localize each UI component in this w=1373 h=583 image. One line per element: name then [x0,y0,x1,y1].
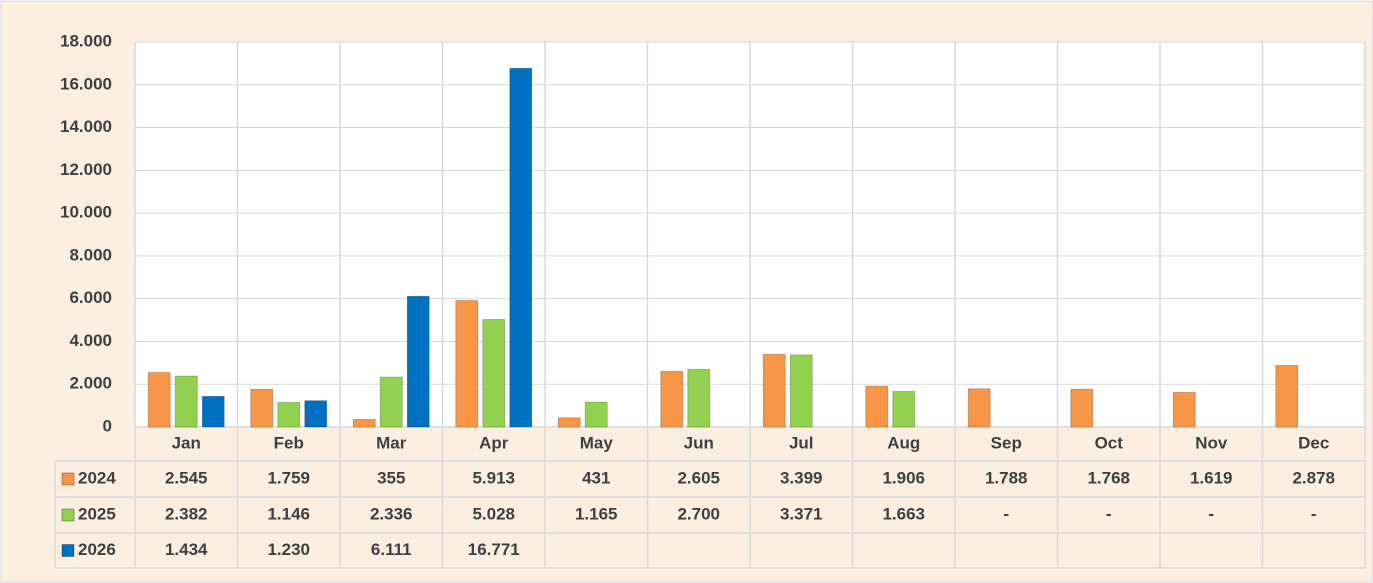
y-tick-label: 0 [103,416,112,435]
x-tick-label: Feb [274,433,304,452]
table-value: 1.146 [267,504,310,523]
x-tick-label: May [580,433,614,452]
bar [147,372,171,428]
table-value: - [1106,504,1112,523]
x-tick-label: Apr [479,433,509,452]
bar [352,419,376,428]
bar [892,391,916,428]
y-tick-label: 8.000 [69,245,112,264]
table-value: 1.165 [575,504,618,523]
table-value: 3.371 [780,504,823,523]
x-tick-label: Dec [1298,433,1329,452]
bar [455,300,479,428]
bar [1172,391,1196,428]
table-value: 1.768 [1087,468,1130,487]
bar [584,401,608,428]
legend-label: 2024 [78,468,116,487]
table-value: 1.906 [882,468,925,487]
bar [201,395,225,428]
x-tick-label: Jan [172,433,201,452]
bar [482,319,506,428]
table-value: 1.230 [267,540,310,559]
x-tick-label: Sep [991,433,1022,452]
bar [304,400,328,428]
x-tick-label: Aug [887,433,920,452]
bar [557,417,581,428]
table-value: 2.700 [677,504,720,523]
table-value: - [1208,504,1214,523]
table-value: 355 [377,468,405,487]
bar [379,376,403,428]
table-value: 2.545 [165,468,208,487]
y-tick-label: 2.000 [69,374,112,393]
table-value: 1.663 [882,504,925,523]
x-tick-label: Oct [1095,433,1124,452]
y-tick-label: 14.000 [60,117,112,136]
bar [687,368,711,428]
table-value: 1.619 [1190,468,1233,487]
y-tick-label: 4.000 [69,331,112,350]
bar [865,385,889,428]
x-tick-label: Mar [376,433,407,452]
table-value: 2.336 [370,504,413,523]
y-tick-label: 10.000 [60,203,112,222]
bar [660,370,684,428]
table-value: 1.788 [985,468,1028,487]
bar [762,353,786,428]
legend-marker [61,508,75,522]
x-tick-label: Nov [1195,433,1228,452]
legend-label: 2026 [78,540,116,559]
bar [277,402,301,428]
table-value: - [1311,504,1317,523]
table-value: 5.028 [472,504,515,523]
y-tick-label: 18.000 [60,31,112,50]
bar [1070,388,1094,428]
bar [509,67,533,428]
table-value: 2.878 [1292,468,1335,487]
bar [174,375,198,428]
table-value: 2.605 [677,468,720,487]
legend-label: 2025 [78,504,116,523]
legend-marker [61,472,75,486]
y-tick-label: 16.000 [60,74,112,93]
table-value: 1.434 [165,540,208,559]
x-tick-label: Jun [684,433,714,452]
bar [967,388,991,428]
y-tick-label: 6.000 [69,288,112,307]
table-value: 3.399 [780,468,823,487]
table-value: 5.913 [472,468,515,487]
table-value: 6.111 [371,540,412,559]
y-tick-label: 12.000 [60,160,112,179]
bar [250,388,274,428]
legend-marker [61,544,75,557]
table-value: 2.382 [165,504,208,523]
table-value: 431 [582,468,610,487]
bar [406,295,430,428]
table-value: 1.759 [267,468,310,487]
table-value: - [1003,504,1009,523]
table-value: 16.771 [468,540,520,559]
x-tick-label: Jul [789,433,814,452]
bar [789,354,813,428]
bar [1275,365,1299,428]
